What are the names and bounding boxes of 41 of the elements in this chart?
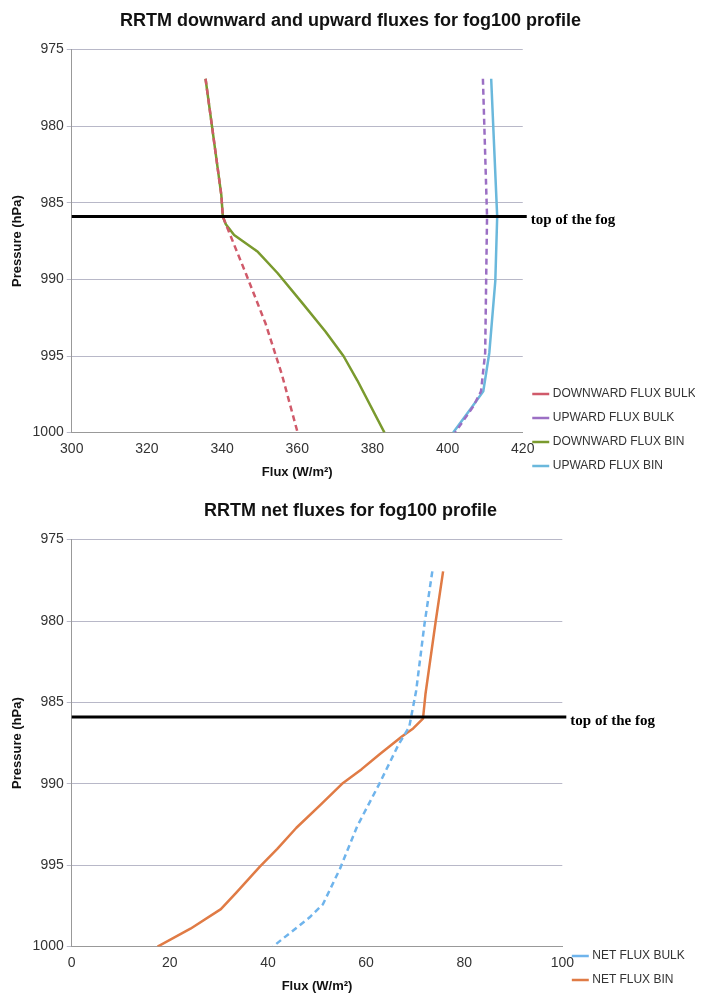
x-tick-label: 40 <box>260 953 276 970</box>
x-tick-label: 60 <box>358 953 375 970</box>
x-tick-label: 420 <box>511 439 535 456</box>
y-axis-title: Pressure (hPa) <box>9 195 25 287</box>
x-axis-title: Flux (W/m²) <box>261 463 333 479</box>
y-tick-label: 980 <box>40 117 64 134</box>
x-tick-label: 400 <box>435 439 460 456</box>
x-tick-label: 320 <box>135 439 159 456</box>
y-tick-label: 995 <box>40 346 64 363</box>
x-tick-label: 0 <box>67 953 76 970</box>
ref-line-label: top of the fog <box>570 711 656 728</box>
y-axis-title: Pressure (hPa) <box>9 697 25 789</box>
legend-label: NET FLUX BULK <box>592 948 685 963</box>
x-tick-label: 20 <box>162 953 178 970</box>
y-tick-label: 1000 <box>32 423 64 440</box>
y-tick-label: 985 <box>40 193 64 210</box>
y-tick-label: 1000 <box>32 937 64 954</box>
x-tick-label: 380 <box>360 439 385 456</box>
legend-label: NET FLUX BIN <box>592 972 674 987</box>
legend-label: UPWARD FLUX BULK <box>552 410 675 425</box>
chart-title: RRTM downward and upward fluxes for fog100 profile <box>119 9 582 30</box>
y-tick-label: 990 <box>40 774 64 791</box>
y-tick-label: 975 <box>40 40 64 57</box>
y-tick-label: 980 <box>40 611 64 628</box>
y-tick-label: 990 <box>40 270 64 287</box>
y-tick-label: 975 <box>40 530 64 547</box>
legend-label: UPWARD FLUX BIN <box>552 458 663 473</box>
legend-label: DOWNWARD FLUX BIN <box>552 434 685 449</box>
chart-title: RRTM net fluxes for fog100 profile <box>203 499 498 520</box>
x-tick-label: 340 <box>210 439 234 456</box>
y-tick-label: 995 <box>40 856 64 873</box>
line-series <box>204 77 299 433</box>
x-axis-title: Flux (W/m²) <box>281 977 353 993</box>
x-tick-label: 80 <box>456 953 473 970</box>
legend-label: DOWNWARD FLUX BULK <box>552 386 696 401</box>
y-tick-label: 985 <box>40 693 64 710</box>
ref-line-label: top of the fog <box>530 211 616 228</box>
x-tick-label: 360 <box>285 439 310 456</box>
x-tick-label: 100 <box>550 953 575 970</box>
x-tick-label: 300 <box>60 439 84 456</box>
line-series <box>453 77 489 433</box>
